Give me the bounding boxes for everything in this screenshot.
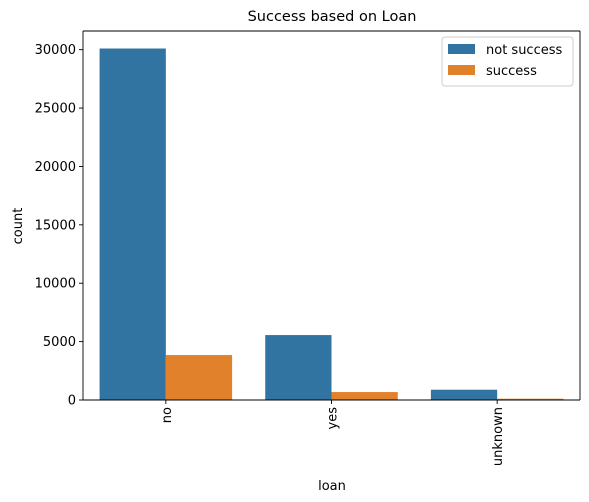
y-tick-label: 20000 (35, 160, 76, 175)
legend-label: success (486, 64, 537, 79)
x-tick-label: yes (326, 407, 341, 430)
y-axis-label: count (11, 208, 26, 245)
y-tick-label: 30000 (35, 43, 76, 58)
bar-success-no (165, 355, 233, 400)
x-tick-label: unknown (491, 407, 506, 466)
x-tick-label: no (160, 407, 175, 423)
y-axis: 0 5000 10000 15000 20000 25000 30000 (35, 43, 83, 409)
bar-not-success-no (99, 48, 166, 401)
chart-title: Success based on Loan (248, 9, 417, 25)
bar-not-success-yes (265, 335, 332, 400)
x-axis: no yes unknown (160, 400, 506, 466)
legend-swatch-not-success (448, 44, 475, 54)
y-tick-label: 15000 (35, 218, 76, 233)
x-axis-label: loan (318, 479, 346, 494)
bar-not-success-unknown (430, 389, 498, 400)
legend-label: not success (486, 43, 563, 58)
bar-success-yes (331, 392, 398, 400)
y-tick-label: 10000 (35, 277, 76, 292)
y-tick-label: 5000 (43, 335, 76, 350)
legend-swatch-success (448, 65, 475, 75)
bar-success-unknown (497, 398, 564, 400)
legend: not success success (441, 36, 574, 87)
y-tick-label: 25000 (35, 102, 76, 117)
y-tick-label: 0 (68, 394, 76, 409)
